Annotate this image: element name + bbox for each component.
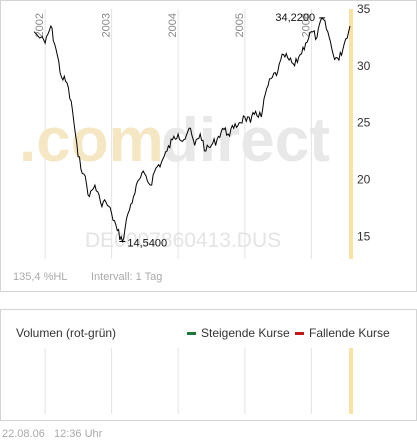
timestamp-time: 12:36 Uhr	[54, 428, 103, 440]
price-chart: .com direct DE0007860413.DUS 2002 2003 200…	[19, 2, 371, 259]
volume-title: Volumen (rot-grün)	[16, 326, 117, 340]
y-tick-label-25: 25	[357, 116, 371, 130]
price-series-line	[33, 17, 351, 244]
timestamp: 22.08.06 12:36 Uhr	[2, 428, 102, 440]
x-tick-label-2003: 2003	[101, 13, 113, 37]
legend-down-label: Fallende Kurse	[309, 326, 390, 340]
price-chart-panel: .com direct DE0007860413.DUS 2002 2003 200…	[0, 0, 417, 292]
x-tick-label-2002: 2002	[34, 13, 46, 37]
y-tick-label-20: 20	[357, 172, 371, 186]
legend-down: Fallende Kurse	[295, 326, 390, 340]
legend-up-swatch	[187, 331, 196, 335]
low-label: 14,5400	[127, 238, 167, 250]
volume-chart	[44, 348, 353, 414]
legend-up-label: Steigende Kurse	[201, 326, 290, 340]
volume-panel: Volumen (rot-grün) Steigende Kurse Falle…	[0, 309, 417, 421]
legend-down-swatch	[295, 331, 304, 335]
high-label: 34,2200	[275, 12, 315, 24]
watermark-code: DE0007860413.DUS	[85, 229, 281, 252]
x-tick-label-2004: 2004	[167, 13, 179, 37]
today-band	[349, 9, 353, 259]
interval-label: Intervall: 1 Tag	[91, 271, 163, 283]
y-tick-label-15: 15	[357, 229, 371, 243]
performance-label: 135,4 %HL	[13, 271, 68, 283]
legend-up: Steigende Kurse	[187, 326, 290, 340]
x-tick-label-2005: 2005	[234, 13, 246, 37]
timestamp-date: 22.08.06	[2, 428, 45, 440]
y-tick-label-35: 35	[357, 2, 371, 16]
watermark-brand-a: .com	[19, 106, 164, 175]
watermark-brand-b: direct	[161, 106, 330, 175]
volume-today-band	[349, 348, 353, 414]
x-tick-label-2006: 2006	[300, 13, 312, 37]
y-tick-label-30: 30	[357, 59, 371, 73]
